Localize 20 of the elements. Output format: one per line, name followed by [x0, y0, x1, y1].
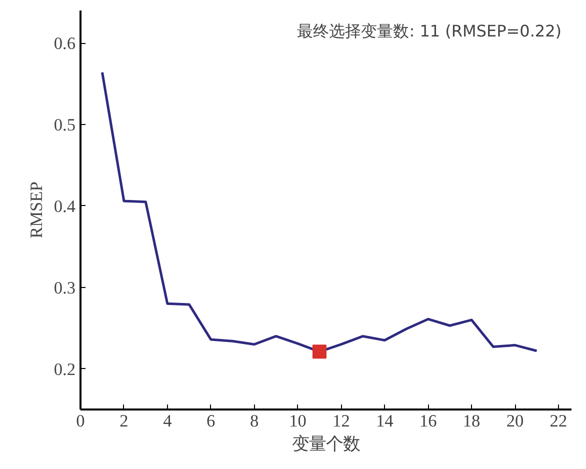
x-tick-label: 14 — [376, 412, 394, 430]
x-tick-label: 12 — [332, 412, 350, 430]
x-tick-label: 8 — [250, 412, 259, 430]
x-tick-label: 16 — [419, 412, 438, 430]
x-axis-title: 变量个数 — [292, 434, 360, 454]
x-tick-label: 6 — [206, 412, 216, 430]
annotation: 最终选择变量数: 11 (RMSEP=0.22) — [297, 22, 562, 40]
x-tick-label: 0 — [76, 412, 85, 430]
y-tick-label: 0.6 — [54, 34, 76, 54]
x-tick-label: 2 — [120, 412, 128, 430]
y-tick-label: 0.4 — [54, 196, 76, 216]
y-tick-label: 0.2 — [54, 360, 76, 379]
x-tick-label: 22 — [550, 412, 568, 430]
x-tick-label: 20 — [506, 412, 524, 430]
y-tick-label: 0.3 — [54, 278, 76, 298]
y-axis-title: RMSEP — [26, 182, 46, 238]
x-tick-label: 4 — [163, 412, 172, 430]
x-tick-label: 18 — [462, 412, 480, 430]
y-tick-label: 0.5 — [54, 116, 76, 134]
x-tick-label: 10 — [289, 412, 306, 430]
